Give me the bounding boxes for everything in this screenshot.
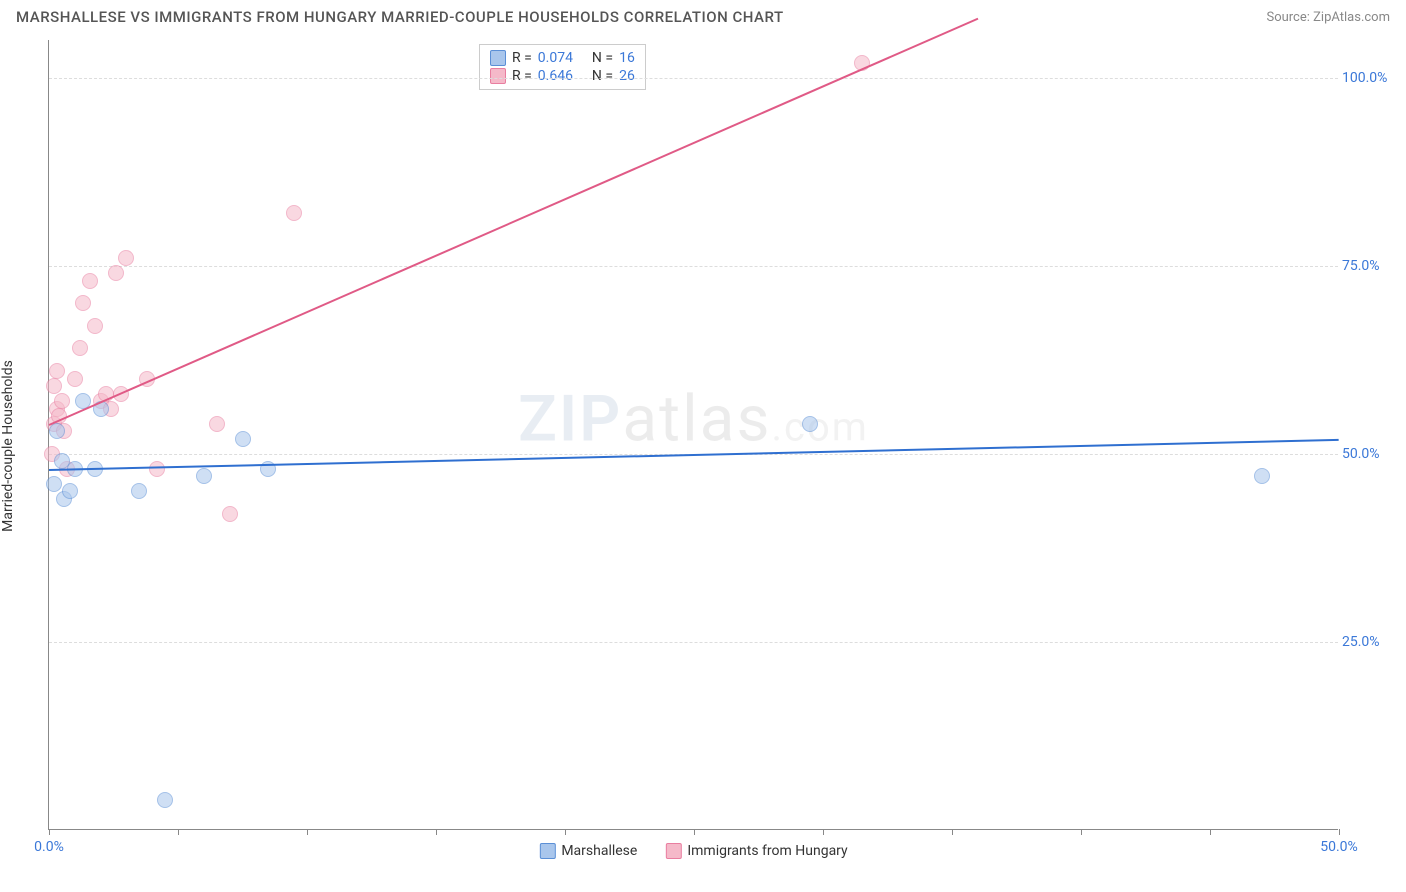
data-point-pink [54, 393, 70, 409]
gridline [49, 266, 1338, 267]
x-tick [307, 829, 308, 835]
data-point-blue [62, 483, 78, 499]
x-tick [1339, 829, 1340, 835]
r-value-blue: 0.074 [538, 50, 573, 66]
data-point-pink [118, 250, 134, 266]
data-point-pink [46, 378, 62, 394]
r-value-pink: 0.646 [538, 68, 573, 84]
data-point-blue [131, 483, 147, 499]
y-tick-label: 50.0% [1342, 446, 1394, 462]
swatch-blue [539, 843, 555, 859]
series-legend: Marshallese Immigrants from Hungary [539, 843, 847, 859]
x-tick-label: 0.0% [34, 839, 64, 855]
legend-row-blue: R = 0.074 N = 16 [490, 49, 635, 67]
gridline [49, 642, 1338, 643]
x-tick [565, 829, 566, 835]
y-tick-label: 25.0% [1342, 634, 1394, 650]
legend-item-pink: Immigrants from Hungary [665, 843, 847, 859]
data-point-pink [209, 416, 225, 432]
data-point-pink [108, 265, 124, 281]
legend-label-pink: Immigrants from Hungary [687, 843, 847, 859]
data-point-pink [49, 363, 65, 379]
data-point-pink [87, 318, 103, 334]
x-tick [694, 829, 695, 835]
data-point-pink [75, 295, 91, 311]
data-point-pink [222, 506, 238, 522]
data-point-pink [72, 340, 88, 356]
x-tick [823, 829, 824, 835]
y-tick-label: 100.0% [1342, 70, 1394, 86]
chart-title: MARSHALLESE VS IMMIGRANTS FROM HUNGARY M… [16, 8, 784, 26]
swatch-pink [665, 843, 681, 859]
correlation-legend: R = 0.074 N = 16 R = 0.646 N = 26 [479, 44, 646, 90]
chart-container: Married-couple Households ZIPatlas.com R… [48, 40, 1392, 852]
y-axis-label: Married-couple Households [0, 360, 16, 532]
legend-label-blue: Marshallese [561, 843, 637, 859]
x-tick [436, 829, 437, 835]
x-tick [49, 829, 50, 835]
data-point-blue [235, 431, 251, 447]
x-tick-label: 50.0% [1320, 839, 1358, 855]
x-tick [1081, 829, 1082, 835]
data-point-blue [49, 423, 65, 439]
gridline [49, 78, 1338, 79]
n-value-blue: 16 [619, 50, 635, 66]
data-point-blue [46, 476, 62, 492]
data-point-pink [82, 273, 98, 289]
plot-area: ZIPatlas.com R = 0.074 N = 16 R = 0.646 … [48, 40, 1338, 830]
swatch-blue [490, 50, 506, 66]
n-value-pink: 26 [619, 68, 635, 84]
data-point-blue [196, 468, 212, 484]
x-tick [1210, 829, 1211, 835]
y-tick-label: 75.0% [1342, 258, 1394, 274]
data-point-blue [802, 416, 818, 432]
swatch-pink [490, 68, 506, 84]
data-point-pink [149, 461, 165, 477]
chart-source: Source: ZipAtlas.com [1266, 10, 1390, 25]
data-point-pink [67, 371, 83, 387]
legend-row-pink: R = 0.646 N = 26 [490, 67, 635, 85]
data-point-pink [286, 205, 302, 221]
data-point-blue [157, 792, 173, 808]
legend-item-blue: Marshallese [539, 843, 637, 859]
chart-header: MARSHALLESE VS IMMIGRANTS FROM HUNGARY M… [0, 0, 1406, 30]
x-tick [178, 829, 179, 835]
x-tick [952, 829, 953, 835]
data-point-blue [1254, 468, 1270, 484]
